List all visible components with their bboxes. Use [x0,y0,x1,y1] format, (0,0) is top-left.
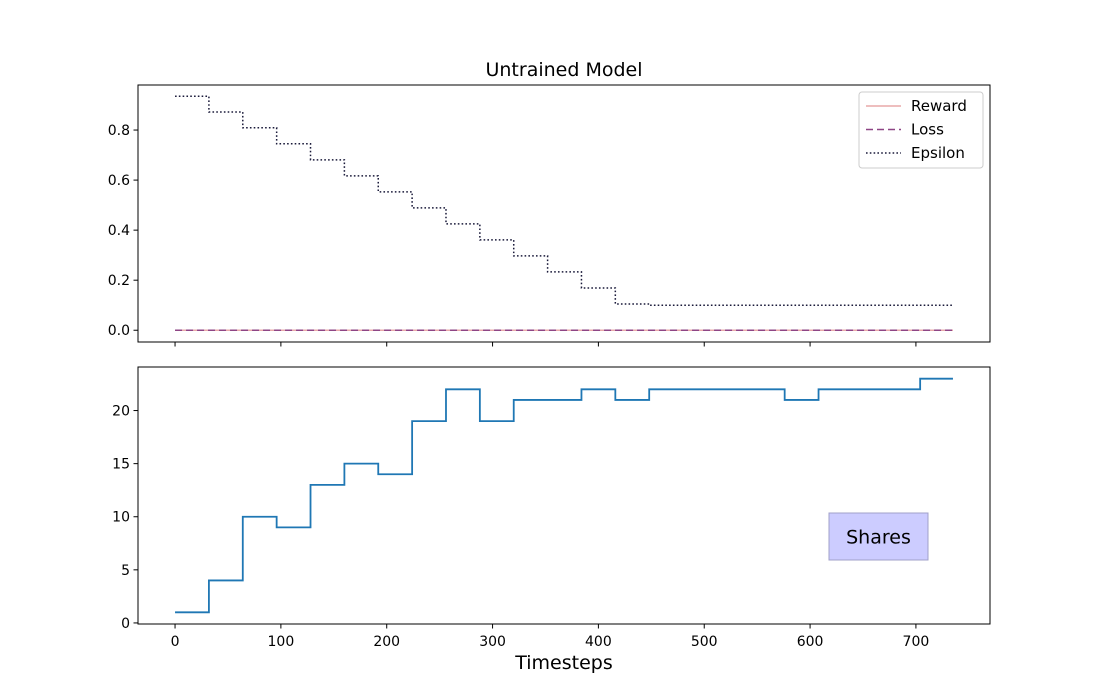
axes-frame [137,366,991,625]
legend-label-loss: Loss [911,121,944,139]
y-tick-label: 0.8 [108,123,130,139]
x-tick-label: 100 [268,634,295,650]
x-tick-label: 300 [479,634,506,650]
y-tick-label: 0.2 [108,273,130,289]
y-tick-label: 5 [121,563,130,579]
shares-annotation: Shares [828,512,929,561]
top-panel: 0.0 0.2 0.4 0.6 0.8 Untrained Model Reward Loss… [108,59,991,347]
y-tick-label: 0 [121,616,130,632]
x-tick-label: 500 [691,634,718,650]
series-line-epsilon [175,95,953,306]
x-tick-label: 0 [171,634,180,650]
x-axis-label: Timesteps [514,652,613,674]
legend: Reward Loss Epsilon [858,91,984,169]
annotation-box [828,512,929,561]
annotation-label: Shares [846,527,911,549]
y-tick-label: 0.0 [108,323,130,339]
y-tick-label: 0.6 [108,173,130,189]
legend-box [858,91,984,169]
x-tick-label: 400 [585,634,612,650]
axes-frame [137,84,991,343]
x-tick-label: 600 [797,634,824,650]
series-line-shares [175,377,953,614]
bottom-panel: 0 100 200 300 400 500 600 700 0 5 10 15 20 Timesteps S… [112,366,991,674]
x-tick-label: 200 [373,634,400,650]
y-tick-label: 20 [112,404,130,420]
chart-title: Untrained Model [485,59,642,81]
y-tick-label: 10 [112,510,130,526]
x-tick-label: 700 [903,634,930,650]
y-tick-label: 15 [112,457,130,473]
legend-label-reward: Reward [911,97,967,115]
y-tick-label: 0.4 [108,223,130,239]
legend-label-epsilon: Epsilon [911,144,965,162]
